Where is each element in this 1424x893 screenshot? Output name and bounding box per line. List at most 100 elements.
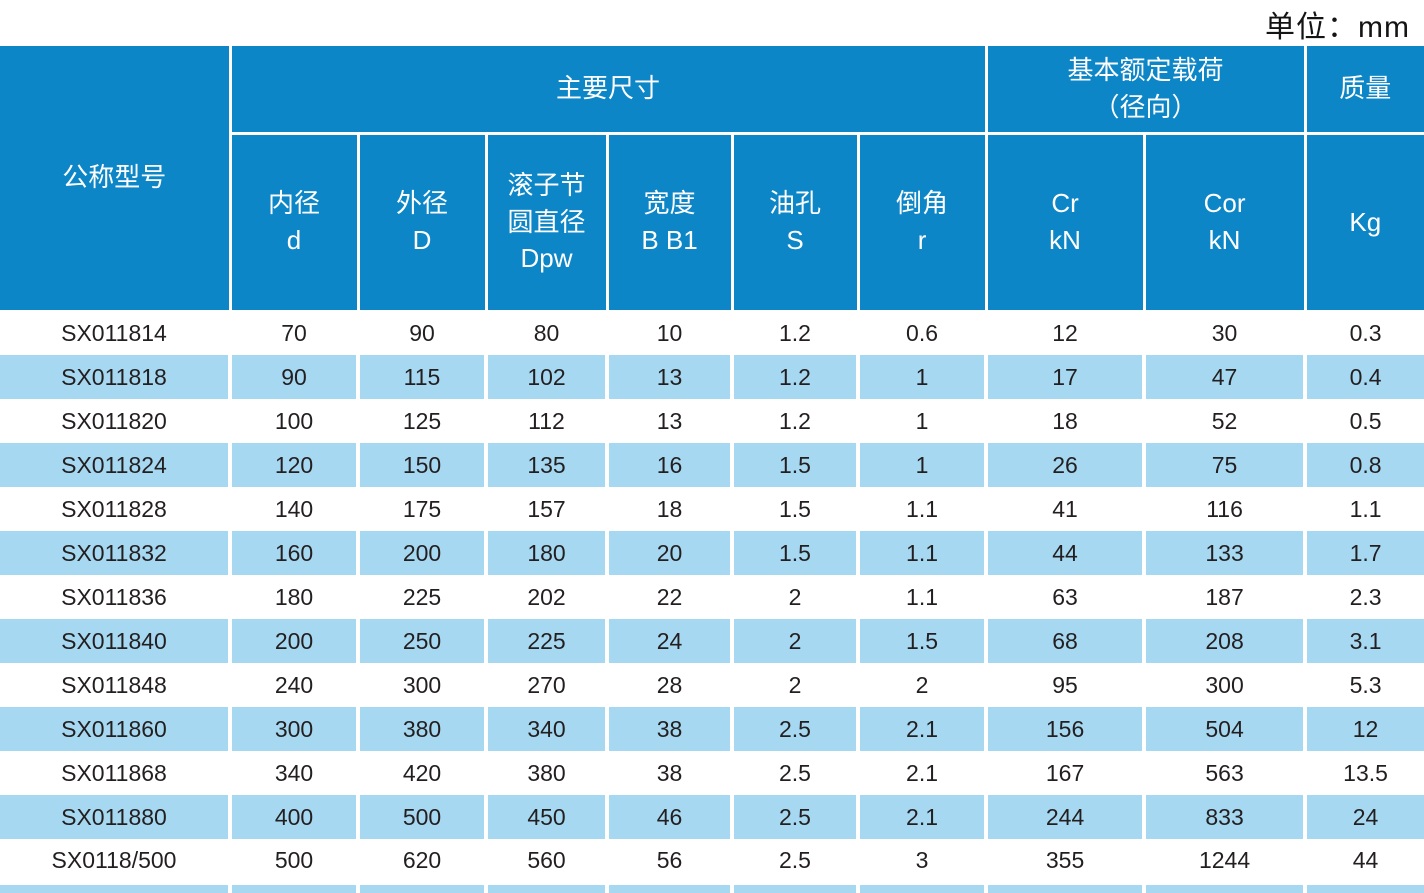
col-header-oil-hole: 油孔 S	[730, 133, 860, 313]
cell-value: 13.5	[1303, 751, 1424, 795]
cell-value: 90	[356, 311, 488, 355]
cell-model: SX011848	[0, 663, 232, 707]
table-row: SX011818 90 115 102 13 1.2 1 17 47 0.4	[0, 355, 1424, 399]
rated-load-line2: （径向）	[1093, 91, 1198, 122]
table-row: SX011848 240 300 270 28 2 2 95 300 5.3	[0, 663, 1424, 707]
cell-value: 20	[605, 531, 734, 575]
cell-value: 2	[855, 663, 989, 707]
table-body: SX011814 70 90 80 10 1.2 0.6 12 30 0.3 S…	[0, 311, 1424, 893]
label-line: 宽度	[643, 188, 696, 219]
cell-value: 28	[605, 663, 734, 707]
cell-value: 380	[484, 751, 609, 795]
cell-value: 100	[228, 399, 360, 443]
rated-load-line1: 基本额定载荷	[1067, 54, 1224, 85]
cell-value: 0.3	[1303, 311, 1424, 355]
cell-value: 44	[1303, 839, 1424, 883]
label-line: 内径	[267, 188, 320, 219]
col-header-roller-pitch-diameter: 滚子节 圆直径 Dpw	[484, 133, 609, 313]
unit-bar: 单位：mm	[0, 0, 1424, 46]
cell-value: 46	[605, 795, 734, 839]
cell-value: 2.5	[730, 707, 860, 751]
cell-model: SX011840	[0, 619, 232, 663]
cell-value: 2.1	[855, 751, 989, 795]
cell-value: 200	[356, 531, 488, 575]
header-row-subcolumns: 内径 d 外径 D 滚子节 圆直径 Dpw 宽度 B B1 油孔	[0, 133, 1424, 313]
table-header: 公称型号 主要尺寸 基本额定载荷 （径向） 质量 内径 d 外径 D 滚子	[0, 46, 1424, 313]
cell-model: SX0118/500	[0, 839, 232, 883]
label-line: Cr	[1051, 188, 1079, 219]
cell-model: SX011818	[0, 355, 232, 399]
cell-value: 240	[228, 663, 360, 707]
table-row: SX011860 300 380 340 38 2.5 2.1 156 504 …	[0, 707, 1424, 751]
cell-value: 133	[1142, 531, 1308, 575]
label-line: r	[917, 225, 927, 255]
cell-value: 0.5	[1303, 399, 1424, 443]
cell-value: 400	[228, 795, 360, 839]
cell-value: 150	[356, 443, 488, 487]
cell-value: 2.5	[730, 795, 860, 839]
label-line: d	[286, 225, 302, 255]
cell-value: 2	[730, 663, 860, 707]
cell-value: 3	[855, 839, 989, 883]
spec-table: 公称型号 主要尺寸 基本额定载荷 （径向） 质量 内径 d 外径 D 滚子	[0, 46, 1424, 893]
cell-value: 380	[356, 707, 488, 751]
cell-value: 90	[228, 355, 360, 399]
cell-value: 18	[984, 399, 1147, 443]
cell-value: 1.5	[855, 619, 989, 663]
cell-value: 500	[356, 795, 488, 839]
cell-value: 420	[356, 751, 488, 795]
cell-value: 2.1	[855, 795, 989, 839]
col-header-kg: Kg	[1303, 133, 1424, 313]
cell-model: SX011860	[0, 707, 232, 751]
cell-value: 3.1	[1303, 619, 1424, 663]
cell-value: 500	[228, 839, 360, 883]
cell-value: 355	[984, 839, 1147, 883]
cell-value: 17	[984, 355, 1147, 399]
cell-value: 2	[730, 575, 860, 619]
table-row: SX011880 400 500 450 46 2.5 2.1 244 833 …	[0, 795, 1424, 839]
cell-value: 1	[855, 443, 989, 487]
cell-value: 1.1	[855, 575, 989, 619]
cell-value: 1.2	[730, 399, 860, 443]
cell-value: 5.3	[1303, 663, 1424, 707]
unit-label: 单位：mm	[1265, 11, 1410, 44]
cell-value: 450	[484, 795, 609, 839]
label-line: kN	[1049, 225, 1081, 255]
cell-value: 1244	[1142, 839, 1308, 883]
cell-value: 41	[984, 487, 1147, 531]
cell-value: 1.5	[730, 443, 860, 487]
cell-value: 620	[356, 839, 488, 883]
table-row: SX011832 160 200 180 20 1.5 1.1 44 133 1…	[0, 531, 1424, 575]
cell-value: 0.8	[1303, 443, 1424, 487]
cell-value: 1	[855, 355, 989, 399]
cell-model: SX011814	[0, 311, 232, 355]
cell-value: 70	[228, 311, 360, 355]
cell-model: SX011836	[0, 575, 232, 619]
cell-value: 340	[228, 751, 360, 795]
cell-value: 200	[228, 619, 360, 663]
col-header-chamfer: 倒角 r	[856, 133, 988, 313]
label-line: Cor	[1203, 188, 1246, 219]
cell-value: 1.2	[730, 355, 860, 399]
cell-model: SX011820	[0, 399, 232, 443]
label-line: 外径	[395, 188, 448, 219]
cell-value: 833	[1142, 795, 1308, 839]
cell-value: 75	[1142, 443, 1308, 487]
cell-value: 187	[1142, 575, 1308, 619]
cell-value: 18	[605, 487, 734, 531]
table-row-partial	[0, 881, 1424, 893]
cell-value: 95	[984, 663, 1147, 707]
cell-value: 0.4	[1303, 355, 1424, 399]
cell-empty	[605, 881, 734, 893]
label-line: S	[786, 225, 804, 255]
cell-value: 26	[984, 443, 1147, 487]
table-row: SX011828 140 175 157 18 1.5 1.1 41 116 1…	[0, 487, 1424, 531]
cell-model: SX011880	[0, 795, 232, 839]
cell-empty	[0, 881, 232, 893]
col-group-mass: 质量	[1303, 46, 1424, 135]
cell-value: 2.3	[1303, 575, 1424, 619]
cell-value: 504	[1142, 707, 1308, 751]
cell-value: 340	[484, 707, 609, 751]
cell-empty	[484, 881, 609, 893]
